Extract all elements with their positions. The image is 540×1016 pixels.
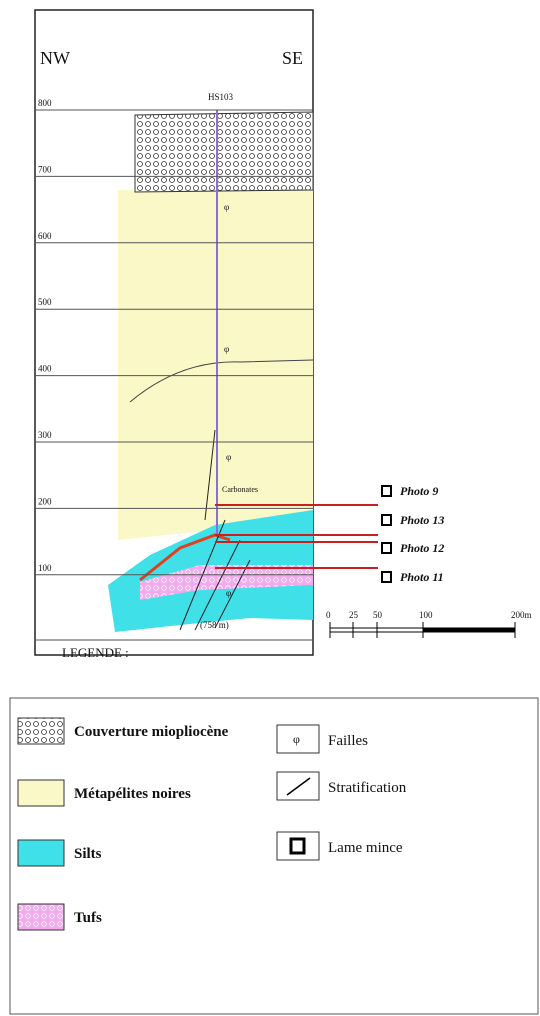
- legend-swatch: [18, 840, 64, 866]
- legend-label: Stratification: [328, 780, 407, 796]
- legend-label: Silts: [74, 846, 102, 862]
- photo-box: [382, 515, 391, 525]
- fault-symbol: φ: [226, 588, 231, 598]
- legend-label: Métapélites noires: [74, 786, 191, 802]
- legend-swatch: [18, 904, 64, 930]
- carbonate-label: Carbonates: [222, 485, 258, 494]
- cross-section: NW SE HS103 Carbonates (758 m) φ φ φ φ: [35, 10, 313, 655]
- legend-label: Tufs: [74, 910, 102, 926]
- borehole-label: HS103: [208, 92, 234, 102]
- legend-label: Lame mince: [328, 840, 403, 856]
- scale-label: 200m: [511, 610, 532, 620]
- fault-symbol: φ: [224, 202, 229, 212]
- depth-label: (758 m): [200, 620, 229, 630]
- legend-label: Couverture miopliocène: [74, 724, 229, 740]
- fault-symbol: φ: [226, 452, 231, 462]
- legend-swatch: [18, 780, 64, 806]
- photo-label: Photo 9: [400, 484, 438, 498]
- photo-box: [382, 543, 391, 553]
- scale-label: 100: [419, 610, 433, 620]
- elevation-label: 200: [38, 496, 52, 506]
- legend-label: Failles: [328, 733, 368, 749]
- photo-label: Photo 13: [400, 513, 444, 527]
- nw-label: NW: [40, 48, 70, 68]
- legend-title: LEGENDE :: [62, 645, 129, 660]
- legend-symbol-box: [291, 839, 304, 853]
- photo-label: Photo 12: [400, 541, 444, 555]
- elevation-label: 400: [38, 364, 52, 374]
- scale-bar-fill: [423, 628, 515, 632]
- elevation-label: 800: [38, 98, 52, 108]
- couverture: [135, 112, 313, 192]
- photo-box: [382, 486, 391, 496]
- photo-box: [382, 572, 391, 582]
- elevation-label: 300: [38, 430, 52, 440]
- legend-symbol-text: φ: [293, 732, 300, 746]
- scale-label: 0: [326, 610, 331, 620]
- fault-symbol: φ: [224, 344, 229, 354]
- legend-swatch: [18, 718, 64, 744]
- page: NW SE HS103 Carbonates (758 m) φ φ φ φ 8…: [0, 0, 540, 1016]
- scale-label: 25: [349, 610, 359, 620]
- elevation-label: 100: [38, 563, 52, 573]
- scale-label: 50: [373, 610, 383, 620]
- elevation-label: 600: [38, 231, 52, 241]
- elevation-label: 500: [38, 297, 52, 307]
- elevation-label: 700: [38, 164, 52, 174]
- se-label: SE: [282, 48, 303, 68]
- photo-label: Photo 11: [400, 570, 444, 584]
